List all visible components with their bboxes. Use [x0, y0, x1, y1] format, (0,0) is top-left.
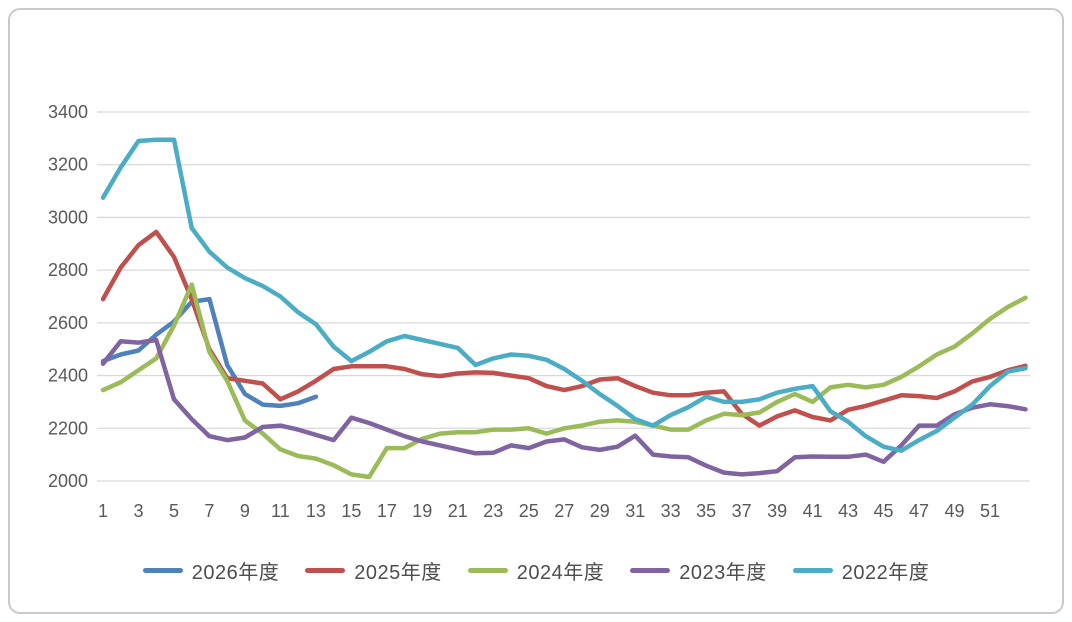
x-tick-label-7: 7: [204, 501, 214, 521]
x-tick-label-41: 41: [803, 501, 823, 521]
series-line-2022年度: [100, 137, 1028, 453]
x-tick-label-31: 31: [625, 501, 645, 521]
x-tick-label-39: 39: [767, 501, 787, 521]
y-tick-label-2200: 2200: [48, 418, 88, 438]
y-tick-label-3200: 3200: [48, 155, 88, 175]
legend-line-swatch-2026: [142, 568, 183, 573]
x-tick-label-5: 5: [169, 501, 179, 521]
x-tick-label-51: 51: [980, 501, 1000, 521]
y-tick-label-2600: 2600: [48, 313, 88, 333]
x-tick-label-43: 43: [838, 501, 858, 521]
legend-item-2022: 2022年度: [792, 556, 930, 585]
legend-line-swatch-2023: [630, 568, 671, 573]
x-tick-label-27: 27: [554, 501, 574, 521]
legend-item-2023: 2023年度: [630, 556, 767, 585]
x-tick-label-21: 21: [448, 501, 468, 521]
legend-item-2025: 2025年度: [305, 556, 442, 585]
y-tick-label-3400: 3400: [48, 102, 88, 122]
legend-line-swatch-2025: [305, 568, 346, 573]
legend-item-2026: 2026年度: [142, 556, 280, 585]
x-tick-label-3: 3: [133, 501, 143, 521]
legend-label-2022: 2022年度: [841, 562, 930, 584]
y-tick-label-2400: 2400: [48, 366, 88, 386]
x-tick-label-35: 35: [696, 501, 716, 521]
x-tick-label-23: 23: [483, 501, 503, 521]
y-tick-label-2000: 2000: [48, 471, 88, 491]
x-tick-label-47: 47: [909, 501, 929, 521]
x-tick-label-17: 17: [377, 501, 397, 521]
legend-line-swatch-2024: [467, 568, 508, 573]
series-line-2025年度: [100, 229, 1028, 428]
legend-label-2023: 2023年度: [679, 562, 767, 584]
y-axis-labels: 3400 3200 3000 2800 2600 2400 2200 2000: [48, 102, 88, 491]
x-tick-label-11: 11: [271, 501, 290, 521]
legend-item-2024: 2024年度: [467, 556, 605, 585]
series-line-2026年度: [100, 296, 319, 409]
x-tick-label-37: 37: [732, 501, 752, 521]
y-tick-label-2800: 2800: [48, 260, 88, 280]
x-tick-label-25: 25: [519, 501, 539, 521]
x-tick-label-15: 15: [341, 501, 361, 521]
x-tick-label-13: 13: [306, 501, 326, 521]
legend-label-2025: 2025年度: [354, 562, 442, 584]
legend-line-swatch-2022: [792, 568, 833, 573]
series-line-2023年度: [100, 337, 1028, 477]
x-tick-label-45: 45: [874, 501, 894, 521]
y-tick-label-3000: 3000: [48, 207, 88, 227]
legend-label-2026: 2026年度: [191, 562, 280, 584]
x-tick-label-49: 49: [945, 501, 965, 521]
x-tick-label-1: 1: [98, 501, 108, 521]
x-tick-label-9: 9: [240, 501, 250, 521]
legend-label-2024: 2024年度: [516, 562, 605, 584]
chart-legend: 2026年度 2025年度 2024年度 2023年度 2022年度: [0, 556, 1072, 585]
x-tick-label-19: 19: [412, 501, 432, 521]
x-tick-label-33: 33: [661, 501, 681, 521]
gridlines: [97, 111, 1030, 482]
x-tick-label-29: 29: [590, 501, 610, 521]
x-axis-labels: 1 3 5 7 9 11 13 15 17 19 21 23 25 27 29 31 33 35 37 39 41 43 4…: [98, 501, 1000, 521]
